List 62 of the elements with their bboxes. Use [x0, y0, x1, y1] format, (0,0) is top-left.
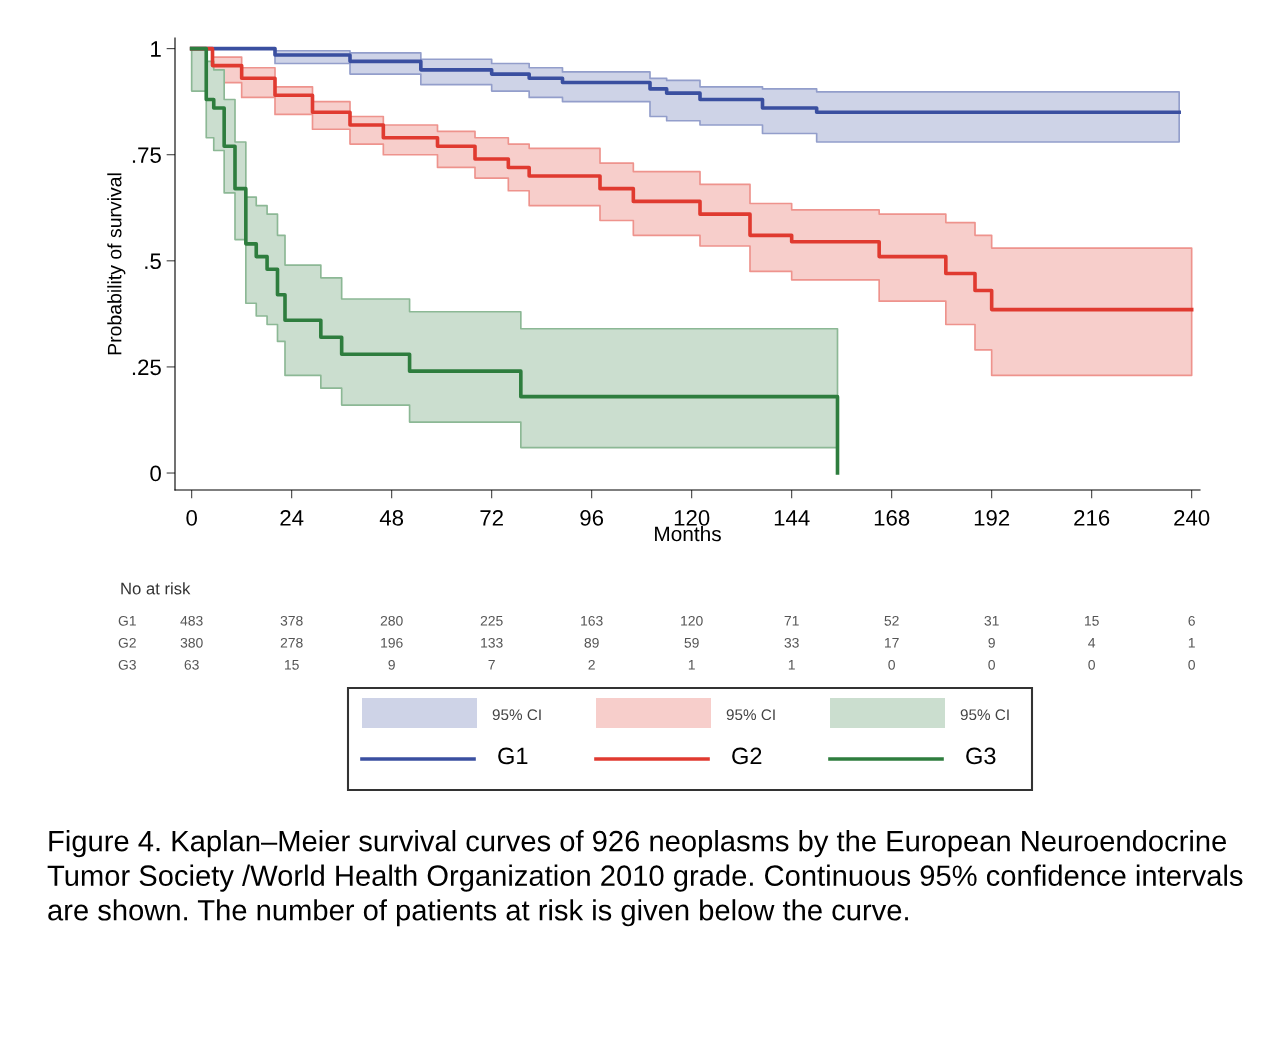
text: 59: [684, 637, 699, 648]
text: 95% CI: [492, 709, 541, 721]
text: 9: [988, 637, 995, 648]
text: 95% CI: [726, 709, 775, 721]
x-axis-title: Months: [655, 525, 721, 542]
text: 33: [784, 637, 799, 648]
y-tick-label: 1: [151, 41, 161, 57]
text: 163: [581, 615, 603, 626]
x-tick-label: 216: [1074, 510, 1110, 526]
text: 89: [584, 637, 599, 648]
y-tick-label: .25: [132, 359, 161, 376]
text: 0: [888, 659, 895, 670]
text: G3: [118, 659, 136, 670]
x-tick-label: 192: [974, 510, 1010, 526]
y-tick-label: 0: [150, 465, 161, 482]
text: G2: [118, 637, 136, 648]
text: 17: [885, 638, 899, 648]
x-tick-label: 144: [774, 510, 810, 526]
text: 278: [280, 637, 303, 648]
legend-label: G3: [966, 747, 996, 765]
x-tick-label: 240: [1174, 510, 1210, 526]
text: 1: [788, 660, 795, 670]
text: 380: [180, 637, 203, 648]
x-tick-label: 72: [480, 510, 503, 526]
text: 0: [1088, 659, 1095, 670]
text: 483: [180, 615, 203, 626]
text: 280: [380, 615, 403, 626]
text: 52: [884, 615, 899, 626]
text: 225: [480, 615, 503, 626]
text: 7: [488, 660, 495, 670]
x-tick-label: 0: [186, 510, 197, 526]
text: 378: [280, 615, 303, 626]
text: 1: [688, 660, 695, 670]
text: 31: [984, 615, 999, 626]
legend-label: G1: [498, 747, 528, 765]
text: 71: [784, 616, 799, 626]
text: 15: [285, 660, 299, 670]
caption: Figure 4. Kaplan–Meier survival curves of 926 neoplasms by the European Neuroendocrine Tumor Society /World Health Organization 2010 grade. Continuous 95% confidence intervals are shown. The number of patients at risk is given below the curve.: [47, 830, 1243, 927]
text: G1: [118, 615, 136, 626]
text: 95% CI: [960, 709, 1009, 721]
text: 1: [1188, 638, 1195, 648]
x-tick-label: 120: [674, 510, 710, 526]
text: 133: [481, 637, 503, 648]
text: 120: [681, 615, 703, 626]
text: 6: [1188, 615, 1195, 626]
x-tick-label: 48: [379, 510, 404, 526]
text: 0: [988, 659, 995, 670]
y-tick-label: .5: [145, 253, 161, 270]
x-tick-label: 24: [280, 510, 304, 526]
y-tick-label: .75: [132, 147, 161, 163]
text: 9: [388, 659, 395, 670]
x-tick-label: 96: [580, 510, 604, 526]
y-axis-title: Probability of survival: [107, 173, 126, 355]
text: 196: [381, 637, 403, 648]
legend-label: G2: [732, 747, 762, 765]
text: No at risk: [121, 582, 191, 595]
x-tick-label: 168: [874, 510, 910, 526]
text: 4: [1088, 638, 1096, 648]
text: 0: [1188, 659, 1195, 670]
text: 15: [1085, 616, 1099, 626]
text: 63: [184, 659, 199, 670]
text: 2: [588, 659, 595, 670]
